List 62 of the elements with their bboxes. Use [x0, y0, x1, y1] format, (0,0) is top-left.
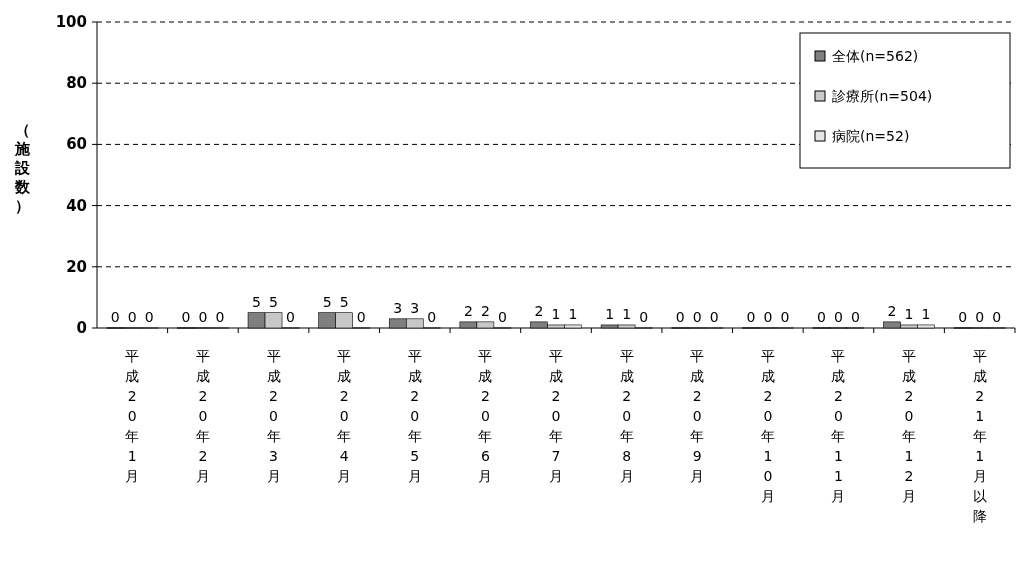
data-label: 1 — [568, 305, 578, 322]
category-label: 平成21年1月以降 — [972, 348, 987, 524]
data-label: 0 — [746, 309, 756, 325]
data-label: 0 — [356, 309, 366, 325]
legend-label: 病院(n=52) — [832, 128, 910, 144]
x-tick-label: 平成20年11月 — [831, 348, 846, 504]
data-label: 0 — [198, 309, 208, 325]
data-label: 0 — [215, 309, 225, 325]
x-tick-label: 平成20年3月 — [266, 348, 281, 484]
x-tick-label: 平成20年5月 — [407, 348, 422, 484]
data-label: 1 — [921, 305, 931, 322]
data-label: 5 — [322, 293, 332, 310]
data-label: 1 — [605, 305, 615, 322]
data-label: 0 — [675, 309, 685, 325]
data-label: 0 — [780, 309, 790, 325]
data-label: 1 — [551, 305, 561, 322]
data-label: 0 — [144, 309, 154, 325]
legend-label: 全体(n=562) — [832, 48, 919, 64]
data-label: 0 — [639, 309, 649, 325]
data-label: 0 — [992, 309, 1002, 325]
y-tick-label: 80 — [66, 74, 87, 93]
data-label: 0 — [851, 309, 860, 325]
x-tick-label: 平成20年10月 — [760, 348, 775, 504]
y-tick-label: 0 — [76, 319, 87, 337]
data-label: 0 — [127, 309, 137, 325]
x-tick-label: 平成20年6月 — [478, 348, 493, 484]
x-tick-label: 平成20年8月 — [619, 348, 634, 484]
data-label: 5 — [269, 293, 278, 310]
x-tick-label: 平成20年12月 — [902, 348, 917, 504]
y-axis-title: （施設数） — [13, 121, 31, 215]
data-label: 0 — [834, 309, 843, 325]
x-tick-label: 平成20年2月 — [195, 348, 210, 484]
data-label: 0 — [286, 309, 295, 325]
y-tick-label: 40 — [66, 196, 87, 215]
legend-label: 診療所(n=504) — [832, 88, 933, 104]
data-label: 0 — [958, 309, 968, 325]
data-label: 3 — [393, 299, 403, 316]
data-label: 2 — [480, 302, 490, 319]
data-label: 0 — [110, 309, 120, 325]
data-label: 0 — [817, 309, 826, 325]
y-tick-label: 100 — [55, 13, 87, 31]
data-label: 0 — [692, 309, 702, 325]
data-label: 2 — [887, 302, 897, 319]
data-label: 5 — [339, 293, 349, 310]
data-label: 0 — [497, 309, 507, 325]
data-label: 0 — [763, 309, 773, 325]
data-label: 3 — [410, 299, 420, 316]
data-label: 0 — [975, 309, 985, 325]
x-tick-label: 平成20年1月 — [125, 348, 140, 484]
data-label: 2 — [534, 302, 544, 319]
y-tick-label: 60 — [66, 135, 87, 154]
data-label: 0 — [427, 309, 437, 325]
y-tick-label: 20 — [66, 257, 87, 276]
data-label: 1 — [904, 305, 914, 322]
data-label: 2 — [463, 302, 473, 319]
data-label: 5 — [252, 293, 261, 310]
data-label: 1 — [622, 305, 632, 322]
data-label: 0 — [709, 309, 719, 325]
x-tick-label: 平成20年7月 — [549, 348, 563, 484]
data-label: 0 — [181, 309, 191, 325]
x-tick-label: 平成20年9月 — [690, 348, 705, 484]
x-tick-label: 平成20年4月 — [337, 348, 352, 484]
